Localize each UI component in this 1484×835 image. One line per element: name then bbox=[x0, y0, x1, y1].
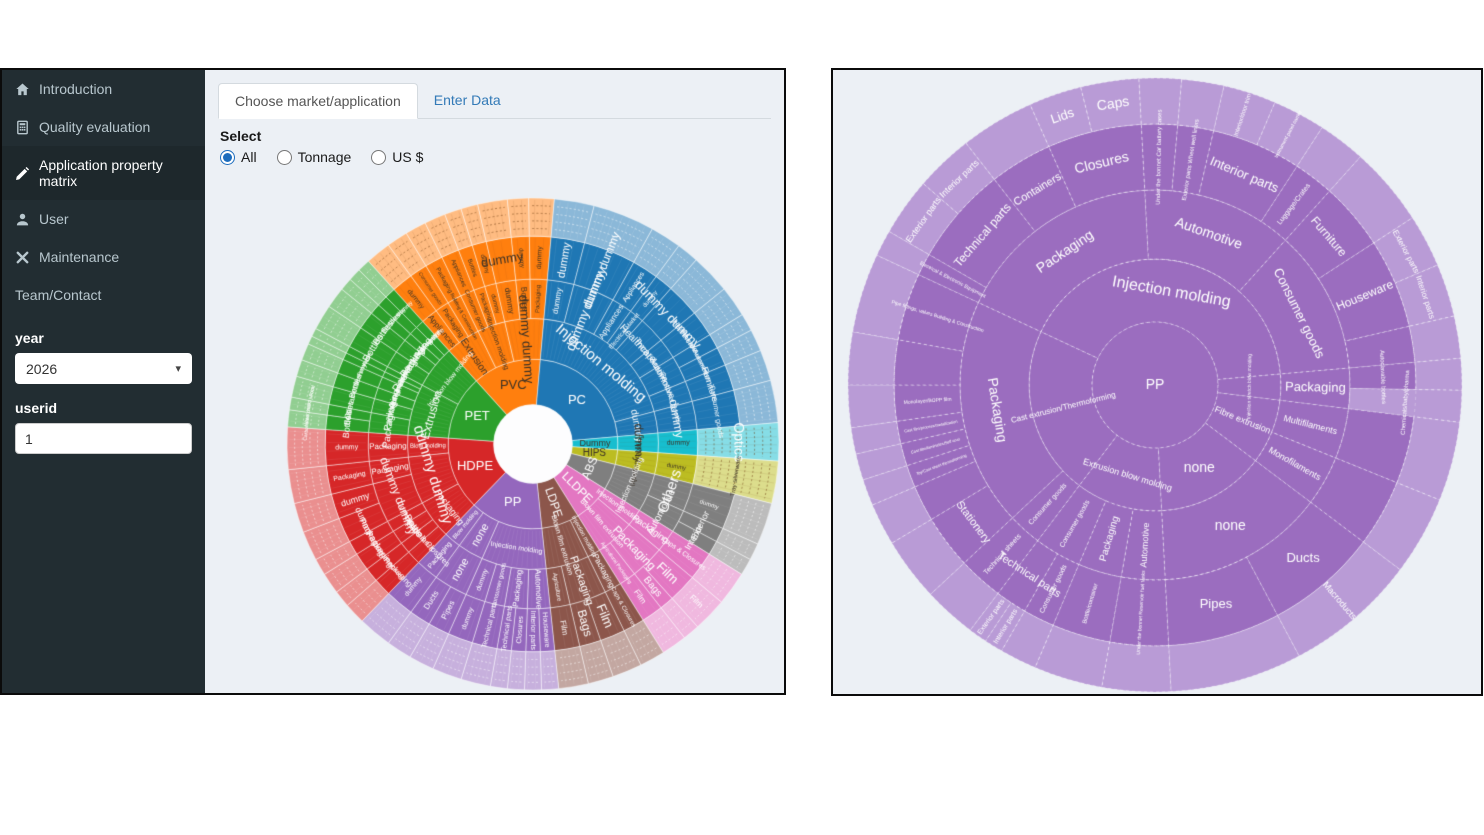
sidebar-item-user[interactable]: User bbox=[2, 200, 205, 238]
userid-label: userid bbox=[15, 400, 58, 416]
sidebar: Introduction Quality evaluation Applicatio… bbox=[2, 70, 205, 693]
radio-input[interactable] bbox=[276, 149, 292, 165]
sidebar-item-label: User bbox=[39, 211, 69, 227]
tab-bar: Choose market/application Enter Data bbox=[218, 83, 771, 119]
sidebar-item-label: Team/Contact bbox=[15, 287, 102, 303]
calculator-icon bbox=[15, 120, 30, 135]
sidebar-item-maintenance[interactable]: Maintenance bbox=[2, 238, 205, 276]
sidebar-item-label: Quality evaluation bbox=[39, 119, 151, 135]
radio-option-us-$[interactable]: US $ bbox=[371, 149, 423, 165]
chevron-down-icon: ▾ bbox=[175, 363, 181, 375]
tab-enter-data[interactable]: Enter Data bbox=[433, 92, 501, 108]
sidebar-item-quality-evaluation[interactable]: Quality evaluation bbox=[2, 108, 205, 146]
year-select-value: 2026 bbox=[26, 360, 58, 377]
user-icon bbox=[15, 212, 30, 227]
main-content: Choose market/application Enter Data Sele… bbox=[205, 70, 784, 693]
pencil-icon bbox=[15, 166, 30, 181]
market-application-panel: Introduction Quality evaluation Applicatio… bbox=[0, 68, 786, 695]
select-radio-group: All Tonnage US $ bbox=[220, 149, 784, 165]
tab-choose-market-application[interactable]: Choose market/application bbox=[218, 83, 418, 119]
sidebar-item-label: Application property matrix bbox=[39, 157, 163, 189]
sidebar-item-team-contact[interactable]: Team/Contact bbox=[2, 276, 205, 314]
sidebar-item-application-property-matrix[interactable]: Application property matrix bbox=[2, 146, 205, 200]
pp-sunburst-chart[interactable] bbox=[833, 70, 1481, 694]
sidebar-item-label: Maintenance bbox=[39, 249, 120, 265]
userid-input[interactable] bbox=[15, 423, 192, 454]
year-label: year bbox=[15, 330, 44, 346]
tools-icon bbox=[15, 250, 30, 265]
polymer-sunburst-chart[interactable] bbox=[205, 70, 784, 693]
home-icon bbox=[15, 82, 30, 97]
pp-drilldown-panel bbox=[831, 68, 1483, 696]
year-select[interactable]: 2026 ▾ bbox=[15, 353, 192, 384]
radio-option-all[interactable]: All bbox=[220, 149, 257, 165]
radio-label: US $ bbox=[392, 149, 424, 165]
radio-label: Tonnage bbox=[297, 149, 352, 165]
radio-input[interactable] bbox=[220, 149, 235, 165]
radio-label: All bbox=[241, 149, 257, 165]
select-label: Select bbox=[220, 128, 262, 144]
sidebar-item-introduction[interactable]: Introduction bbox=[2, 70, 205, 108]
sidebar-item-label: Introduction bbox=[39, 81, 113, 97]
radio-input[interactable] bbox=[371, 149, 387, 165]
radio-option-tonnage[interactable]: Tonnage bbox=[276, 149, 352, 165]
